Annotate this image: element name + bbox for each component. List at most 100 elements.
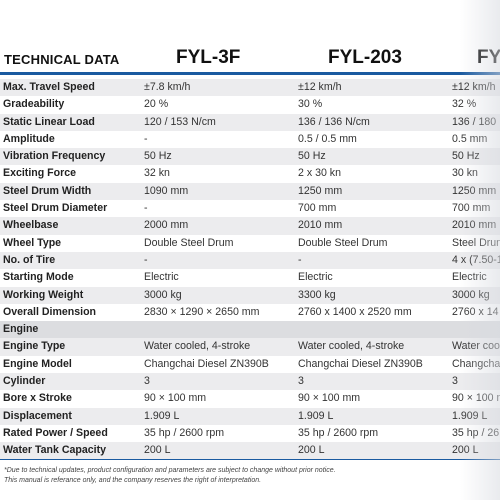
spec-row: Overall Dimension 2830 × 1290 × 2650 mm 27…	[0, 304, 500, 321]
spec-value-third: 3	[452, 375, 458, 388]
spec-value-fyl-3f: 1090 mm	[144, 184, 189, 197]
spec-value-fyl-3f: 2830 × 1290 × 2650 mm	[144, 305, 260, 318]
spec-value-third: 1.909 L	[452, 409, 488, 422]
spec-value-third: 35 hp / 26	[452, 426, 500, 439]
spec-value-fyl-3f: Double Steel Drum	[144, 236, 234, 249]
spec-value-third: Changchai	[452, 357, 500, 370]
spec-row: Displacement 1.909 L 1.909 L 1.909 L	[0, 407, 500, 425]
spec-value-fyl-3f: 1.909 L	[144, 409, 180, 422]
spec-label: Vibration Frequency	[3, 150, 106, 163]
spec-label: Engine Type	[3, 340, 66, 353]
spec-value-fyl-203: 2760 x 1400 x 2520 mm	[298, 305, 412, 318]
spec-label: Amplitude	[3, 132, 55, 145]
spec-value-fyl-203: Changchai Diesel ZN390B	[298, 357, 423, 370]
spec-row: Exciting Force 32 kn 2 x 30 kn 30 kn	[0, 165, 500, 182]
spec-value-fyl-3f: Electric	[144, 271, 179, 284]
spec-label: Engine	[3, 323, 39, 336]
spec-value-fyl-3f: 2000 mm	[144, 219, 189, 232]
spec-value-third: 2760 x 14	[452, 305, 499, 318]
spec-label: Water Tank Capacity	[3, 444, 107, 457]
spec-row: Engine Type Water cooled, 4-stroke Water c…	[0, 338, 500, 356]
spec-label: Exciting Force	[3, 167, 76, 180]
spec-value-fyl-3f: -	[144, 132, 148, 145]
spec-value-third: 200 L	[452, 444, 479, 457]
spec-value-third: 90 × 100 m	[452, 392, 500, 405]
spec-value-fyl-203: 3	[298, 375, 304, 388]
spec-value-third: Electric	[452, 271, 487, 284]
spec-value-third: 3000 kg	[452, 288, 490, 301]
spec-row: Engine Model Changchai Diesel ZN390B Chang…	[0, 356, 500, 373]
spec-value-fyl-203: -	[298, 253, 302, 266]
spec-value-fyl-3f: 35 hp / 2600 rpm	[144, 426, 225, 439]
spec-value-fyl-203: 90 × 100 mm	[298, 392, 361, 405]
spec-label: No. of Tire	[3, 253, 56, 266]
spec-value-fyl-203: 136 / 136 N/cm	[298, 115, 370, 128]
spec-value-third: ±12 km/h	[452, 81, 496, 93]
spec-value-fyl-3f: 20 %	[144, 98, 169, 111]
spec-value-fyl-3f: 120 / 153 N/cm	[144, 115, 216, 128]
spec-row: Starting Mode Electric Electric Electric	[0, 269, 500, 286]
spec-row: Working Weight 3000 kg 3300 kg 3000 kg	[0, 286, 500, 304]
spec-value-fyl-203: 2 x 30 kn	[298, 167, 341, 180]
spec-value-fyl-3f: -	[144, 202, 148, 215]
spec-value-fyl-203: 200 L	[298, 444, 325, 457]
spec-row: Wheelbase 2000 mm 2010 mm 2010 mm	[0, 217, 500, 235]
spec-value-fyl-203: 2010 mm	[298, 219, 343, 232]
spec-value-third: 2010 mm	[452, 219, 497, 232]
spec-row: No. of Tire - - 4 x (7.50-1	[0, 251, 500, 270]
spec-label: Displacement	[3, 409, 72, 422]
table-bottom-divider	[0, 459, 500, 460]
model-heading-fyl-3f: FYL-3F	[176, 47, 241, 68]
spec-value-fyl-203: 1.909 L	[298, 409, 334, 422]
spec-value-fyl-3f: 200 L	[144, 444, 171, 457]
spec-row: Vibration Frequency 50 Hz 50 Hz 50 Hz	[0, 148, 500, 166]
spec-value-fyl-3f: Water cooled, 4-stroke	[144, 340, 251, 353]
spec-row: Static Linear Load 120 / 153 N/cm 136 / 13…	[0, 113, 500, 131]
spec-row: Max. Travel Speed ±7.8 km/h ±12 km/h ±12 km…	[0, 79, 500, 97]
spec-value-fyl-203: Water cooled, 4-stroke	[298, 340, 405, 353]
spec-label: Wheel Type	[3, 236, 62, 249]
spec-table: Max. Travel Speed ±7.8 km/h ±12 km/h ±12 km…	[0, 79, 500, 460]
spec-label: Steel Drum Width	[3, 184, 92, 197]
spec-value-third: Water coo	[452, 340, 500, 353]
spec-label: Starting Mode	[3, 271, 74, 284]
header-divider	[0, 72, 500, 75]
model-heading-fyl-203: FYL-203	[328, 47, 402, 68]
spec-value-fyl-203: 1250 mm	[298, 184, 343, 197]
spec-row: Wheel Type Double Steel Drum Double Steel …	[0, 235, 500, 252]
footnote-line-1: *Due to technical updates, product confi…	[4, 467, 336, 474]
spec-label: Steel Drum Diameter	[3, 202, 108, 215]
spec-label: Overall Dimension	[3, 305, 97, 318]
spec-value-third: 0.5 mm	[452, 132, 488, 145]
spec-value-third: 1250 mm	[452, 184, 497, 197]
spec-value-fyl-3f: 32 kn	[144, 167, 170, 180]
spec-label: Bore x Stroke	[3, 392, 72, 405]
spec-value-fyl-203: 0.5 / 0.5 mm	[298, 132, 357, 145]
spec-row: Cylinder 3 3 3	[0, 373, 500, 391]
spec-value-fyl-3f: 3000 kg	[144, 288, 182, 301]
spec-row: Rated Power / Speed 35 hp / 2600 rpm 35 hp…	[0, 425, 500, 442]
spec-value-fyl-203: 700 mm	[298, 202, 337, 215]
spec-value-fyl-3f: 3	[144, 375, 150, 388]
footnote: *Due to technical updates, product confi…	[4, 466, 494, 486]
spec-value-fyl-203: 35 hp / 2600 rpm	[298, 426, 379, 439]
spec-value-fyl-203: Electric	[298, 271, 333, 284]
spec-value-fyl-3f: -	[144, 253, 148, 266]
spec-value-fyl-203: 50 Hz	[298, 150, 326, 163]
spec-value-third: 136 / 180	[452, 115, 497, 128]
spec-row: Amplitude - 0.5 / 0.5 mm 0.5 mm	[0, 131, 500, 148]
spec-row: Water Tank Capacity 200 L 200 L 200 L	[0, 442, 500, 460]
spec-label: Rated Power / Speed	[3, 426, 108, 439]
spec-value-fyl-3f: Changchai Diesel ZN390B	[144, 357, 269, 370]
footnote-line-2: This manual is referance only, and the c…	[4, 477, 262, 484]
spec-label: Working Weight	[3, 288, 84, 301]
spec-value-third: 50 Hz	[452, 150, 480, 163]
spec-value-fyl-203: Double Steel Drum	[298, 236, 388, 249]
technical-data-header: TECHNICAL DATA FYL-3F FYL-203 FY	[0, 40, 500, 72]
section-row-engine: Engine	[0, 321, 500, 339]
spec-label: Gradeability	[3, 98, 65, 111]
spec-value-third: 700 mm	[452, 202, 491, 215]
spec-row: Steel Drum Diameter - 700 mm 700 mm	[0, 200, 500, 217]
spec-value-fyl-3f: 90 × 100 mm	[144, 392, 207, 405]
spec-value-fyl-203: 3300 kg	[298, 288, 336, 301]
